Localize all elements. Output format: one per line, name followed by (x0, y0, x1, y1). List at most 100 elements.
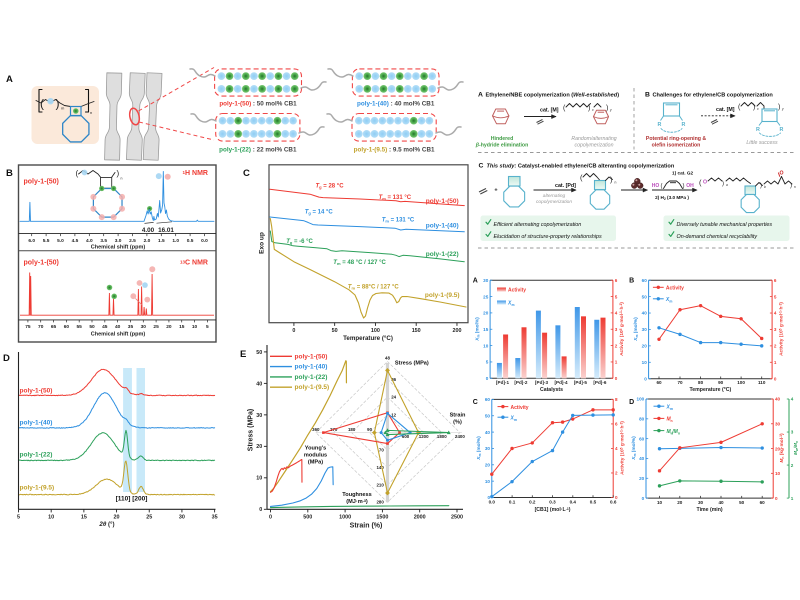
svg-text:48: 48 (385, 355, 390, 360)
svg-text:poly-1-(22) : 22 mol% CB1: poly-1-(22) : 22 mol% CB1 (219, 146, 297, 153)
svg-text:copolymerization: copolymerization (536, 199, 572, 205)
svg-text:20: 20 (114, 514, 120, 520)
svg-text:50: 50 (332, 328, 338, 334)
svg-text:m: m (669, 300, 672, 304)
svg-text:0.4: 0.4 (570, 500, 577, 505)
svg-text:OH: OH (686, 183, 694, 189)
svg-text:A: A (478, 91, 483, 98)
svg-text:poly-1-(9.5): poly-1-(9.5) (20, 485, 55, 492)
svg-text:m: m (514, 418, 517, 422)
svg-text:90: 90 (367, 427, 372, 432)
svg-text:100: 100 (637, 397, 645, 402)
svg-text:30: 30 (141, 324, 147, 330)
svg-text:1: 1 (615, 360, 618, 365)
svg-text:cat. [Pd]: cat. [Pd] (555, 183, 576, 189)
svg-text:600: 600 (402, 434, 410, 439)
svg-text:On-demand chemical recyclabili: On-demand chemical recyclability (677, 234, 758, 240)
svg-text:cat. [M]: cat. [M] (540, 107, 559, 113)
svg-text:6.0: 6.0 (28, 238, 35, 244)
svg-text:HO: HO (652, 183, 660, 189)
svg-text:(: ( (580, 173, 583, 182)
svg-text:4: 4 (791, 397, 794, 402)
svg-text:): ) (760, 183, 762, 189)
svg-text:poly-1-(40) : 40 mol% CB1: poly-1-(40) : 40 mol% CB1 (357, 100, 435, 107)
svg-text:poly-1-(22): poly-1-(22) (426, 251, 459, 258)
svg-text:40: 40 (718, 500, 724, 505)
svg-text:β-hydride elimination: β-hydride elimination (475, 143, 529, 149)
svg-text:n: n (90, 110, 92, 115)
svg-text:5: 5 (486, 360, 489, 365)
svg-text:(: ( (661, 184, 663, 190)
svg-text:X: X (510, 415, 515, 421)
svg-text:16.01: 16.01 (158, 227, 174, 234)
svg-text:360: 360 (312, 427, 320, 432)
svg-text:A: A (473, 278, 478, 285)
svg-text:20: 20 (677, 500, 683, 505)
svg-text:75: 75 (25, 324, 31, 330)
svg-text:This study: Catalyst-enabled e: This study: Catalyst-enabled ethylene/CB… (487, 163, 675, 169)
svg-text:Tm = 88°C / 127 °C: Tm = 88°C / 127 °C (348, 285, 400, 291)
svg-text:35: 35 (128, 324, 134, 330)
svg-text:w: w (670, 431, 674, 435)
svg-text:(: ( (699, 178, 702, 187)
svg-text:10: 10 (657, 500, 663, 505)
svg-text:): ) (588, 105, 590, 112)
svg-text:x: x (756, 107, 759, 111)
svg-text:25: 25 (146, 514, 152, 520)
svg-text:poly-1-(40): poly-1-(40) (426, 223, 459, 230)
svg-text:M: M (667, 429, 672, 435)
svg-text:1800: 1800 (437, 434, 447, 439)
svg-text:X: X (665, 297, 670, 303)
svg-text:200: 200 (452, 328, 461, 334)
svg-text:2000: 2000 (414, 514, 426, 520)
svg-text:0.0: 0.0 (201, 238, 208, 244)
svg-text:[Pd]-2: [Pd]-2 (514, 380, 527, 385)
svg-text:30: 30 (483, 278, 489, 283)
svg-text:5: 5 (774, 294, 777, 299)
svg-text:Activity: Activity (508, 288, 526, 294)
svg-text:Young's: Young's (305, 446, 326, 452)
svg-text:40: 40 (642, 311, 648, 316)
svg-text:180: 180 (348, 427, 356, 432)
svg-text:4.0: 4.0 (86, 238, 93, 244)
svg-text:1500: 1500 (376, 514, 388, 520)
svg-text:(%): (%) (453, 420, 462, 426)
svg-text:poly-1-(22): poly-1-(22) (20, 452, 53, 459)
svg-text:0: 0 (292, 328, 295, 334)
svg-text:40: 40 (775, 397, 781, 402)
svg-text:(MPa): (MPa) (308, 460, 323, 466)
svg-text:Efficient alternating copolyme: Efficient alternating copolymerization (494, 222, 582, 228)
svg-text:y: y (781, 107, 784, 111)
svg-text:B: B (645, 91, 650, 98)
svg-text:A: A (6, 74, 13, 85)
svg-text:Potential ring-opening &: Potential ring-opening & (646, 136, 706, 142)
svg-text:Mw/Mn: Mw/Mn (793, 441, 799, 455)
svg-text:O: O (703, 180, 707, 186)
svg-text:(: ( (738, 104, 741, 111)
svg-text:Mn (kg·mol-1): Mn (kg·mol-1) (779, 433, 785, 463)
svg-text:5: 5 (17, 514, 20, 520)
svg-text:15: 15 (81, 514, 87, 520)
svg-text:n: n (671, 419, 673, 423)
svg-text:R: R (756, 127, 760, 133)
svg-text:1: 1 (791, 496, 794, 501)
svg-text:): ) (610, 175, 613, 184)
svg-text:10: 10 (485, 479, 491, 484)
svg-text:4.5: 4.5 (72, 238, 79, 244)
svg-text:65: 65 (51, 324, 57, 330)
svg-text:O: O (779, 171, 783, 177)
svg-text:2400: 2400 (455, 434, 465, 439)
svg-text:X: X (507, 301, 512, 307)
svg-text:[Pd]-5: [Pd]-5 (574, 380, 587, 385)
svg-text:Strain: Strain (450, 413, 466, 419)
svg-text:1: 1 (774, 360, 777, 365)
svg-text:Hindered: Hindered (491, 136, 513, 142)
svg-text:0: 0 (642, 496, 645, 501)
svg-text:10: 10 (483, 343, 489, 348)
svg-text:n: n (615, 181, 617, 185)
svg-text:30: 30 (775, 421, 781, 426)
svg-text:Temperature (°C): Temperature (°C) (690, 387, 732, 393)
svg-text:0.5: 0.5 (187, 238, 194, 244)
svg-text:cat. [M]: cat. [M] (716, 107, 735, 113)
svg-text:[Pd]-6: [Pd]-6 (593, 380, 606, 385)
